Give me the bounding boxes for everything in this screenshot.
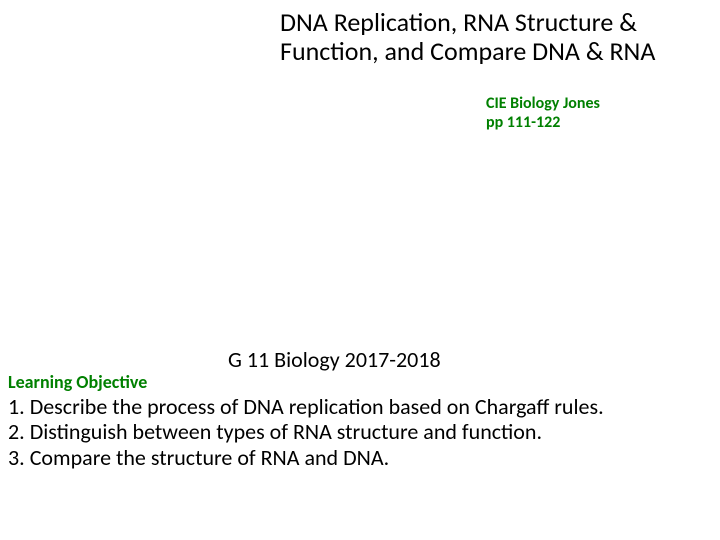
learning-objective-label: Learning Objective xyxy=(8,371,147,393)
reference-line-2: pp 111-122 xyxy=(486,113,600,132)
title-block: DNA Replication, RNA Structure & Functio… xyxy=(280,8,720,65)
objective-item: Describe the process of DNA replication … xyxy=(8,394,708,419)
objective-item: Distinguish between types of RNA structu… xyxy=(8,419,708,444)
slide: DNA Replication, RNA Structure & Functio… xyxy=(0,0,720,540)
objectives-list: Describe the process of DNA replication … xyxy=(8,394,708,470)
slide-title: DNA Replication, RNA Structure & Functio… xyxy=(280,8,720,65)
reference-line-1: CIE Biology Jones xyxy=(486,94,600,113)
reference-block: CIE Biology Jones pp 111-122 xyxy=(486,94,600,132)
objectives-ol: Describe the process of DNA replication … xyxy=(8,394,708,470)
course-line: G 11 Biology 2017-2018 xyxy=(228,346,441,373)
objective-item: Compare the structure of RNA and DNA. xyxy=(8,445,708,470)
